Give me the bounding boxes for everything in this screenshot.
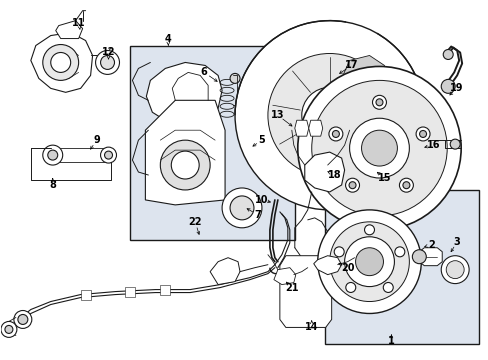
Circle shape: [333, 247, 344, 257]
Polygon shape: [51, 148, 110, 162]
Polygon shape: [210, 258, 240, 285]
Circle shape: [344, 237, 394, 287]
Text: 18: 18: [327, 170, 341, 180]
Circle shape: [301, 87, 357, 143]
Circle shape: [375, 99, 382, 106]
Circle shape: [364, 225, 374, 235]
Polygon shape: [31, 32, 92, 92]
Polygon shape: [292, 270, 321, 311]
Circle shape: [411, 250, 426, 264]
Circle shape: [297, 67, 460, 230]
Circle shape: [235, 21, 424, 210]
Circle shape: [267, 54, 390, 177]
Bar: [324, 190, 478, 345]
Text: 17: 17: [344, 60, 358, 71]
Circle shape: [383, 283, 392, 292]
Polygon shape: [56, 21, 82, 39]
Circle shape: [104, 151, 112, 159]
Text: 6: 6: [201, 67, 207, 77]
Bar: [130, 45, 294, 240]
Polygon shape: [125, 287, 135, 297]
Circle shape: [349, 118, 408, 178]
Circle shape: [101, 147, 116, 163]
Circle shape: [101, 55, 114, 69]
Text: 1: 1: [387, 336, 394, 346]
Text: 15: 15: [377, 173, 390, 183]
Circle shape: [348, 182, 355, 189]
Circle shape: [14, 310, 32, 328]
Circle shape: [42, 145, 62, 165]
Polygon shape: [145, 100, 224, 205]
Circle shape: [160, 140, 210, 190]
Circle shape: [329, 222, 408, 302]
Text: 4: 4: [164, 33, 171, 44]
Circle shape: [51, 53, 71, 72]
Circle shape: [317, 210, 421, 314]
Circle shape: [442, 50, 452, 59]
Circle shape: [402, 182, 409, 189]
Circle shape: [229, 196, 253, 220]
Text: 12: 12: [102, 48, 115, 58]
Circle shape: [328, 127, 342, 141]
Polygon shape: [304, 152, 344, 192]
Circle shape: [48, 150, 58, 160]
Polygon shape: [146, 62, 222, 125]
Polygon shape: [160, 285, 170, 294]
Text: 8: 8: [49, 180, 56, 190]
Text: 16: 16: [426, 140, 439, 150]
Circle shape: [440, 80, 454, 93]
Text: 21: 21: [285, 283, 298, 293]
Circle shape: [419, 130, 426, 138]
Polygon shape: [341, 55, 384, 95]
Circle shape: [229, 73, 240, 84]
Circle shape: [394, 247, 404, 257]
Circle shape: [171, 151, 199, 179]
Circle shape: [42, 45, 79, 80]
Text: 11: 11: [72, 18, 85, 28]
Circle shape: [311, 80, 447, 216]
Circle shape: [415, 127, 429, 141]
Polygon shape: [279, 256, 331, 328]
Polygon shape: [308, 120, 322, 136]
Text: 13: 13: [270, 110, 284, 120]
Circle shape: [332, 130, 339, 138]
Circle shape: [449, 139, 459, 149]
Circle shape: [18, 315, 28, 324]
Text: 22: 22: [188, 217, 202, 227]
Text: 20: 20: [340, 263, 354, 273]
Circle shape: [355, 248, 383, 276]
Circle shape: [1, 321, 17, 337]
Text: 19: 19: [449, 84, 463, 93]
Text: 5: 5: [258, 135, 265, 145]
Polygon shape: [313, 256, 341, 275]
Text: 2: 2: [427, 240, 434, 250]
Text: 10: 10: [255, 195, 268, 205]
Circle shape: [372, 95, 386, 109]
Text: 7: 7: [254, 210, 261, 220]
Circle shape: [446, 261, 463, 279]
Circle shape: [399, 178, 412, 192]
Polygon shape: [273, 268, 295, 285]
Circle shape: [440, 256, 468, 284]
Polygon shape: [294, 120, 308, 136]
Polygon shape: [285, 260, 329, 324]
Text: 14: 14: [305, 323, 318, 332]
Circle shape: [345, 283, 355, 292]
Circle shape: [5, 325, 13, 333]
Text: 3: 3: [453, 237, 460, 247]
Circle shape: [313, 99, 345, 131]
Circle shape: [95, 50, 119, 75]
Polygon shape: [81, 289, 90, 300]
Polygon shape: [419, 248, 441, 266]
Polygon shape: [289, 265, 324, 315]
Circle shape: [345, 178, 359, 192]
Circle shape: [222, 188, 262, 228]
Circle shape: [361, 130, 397, 166]
Text: 9: 9: [93, 135, 100, 145]
